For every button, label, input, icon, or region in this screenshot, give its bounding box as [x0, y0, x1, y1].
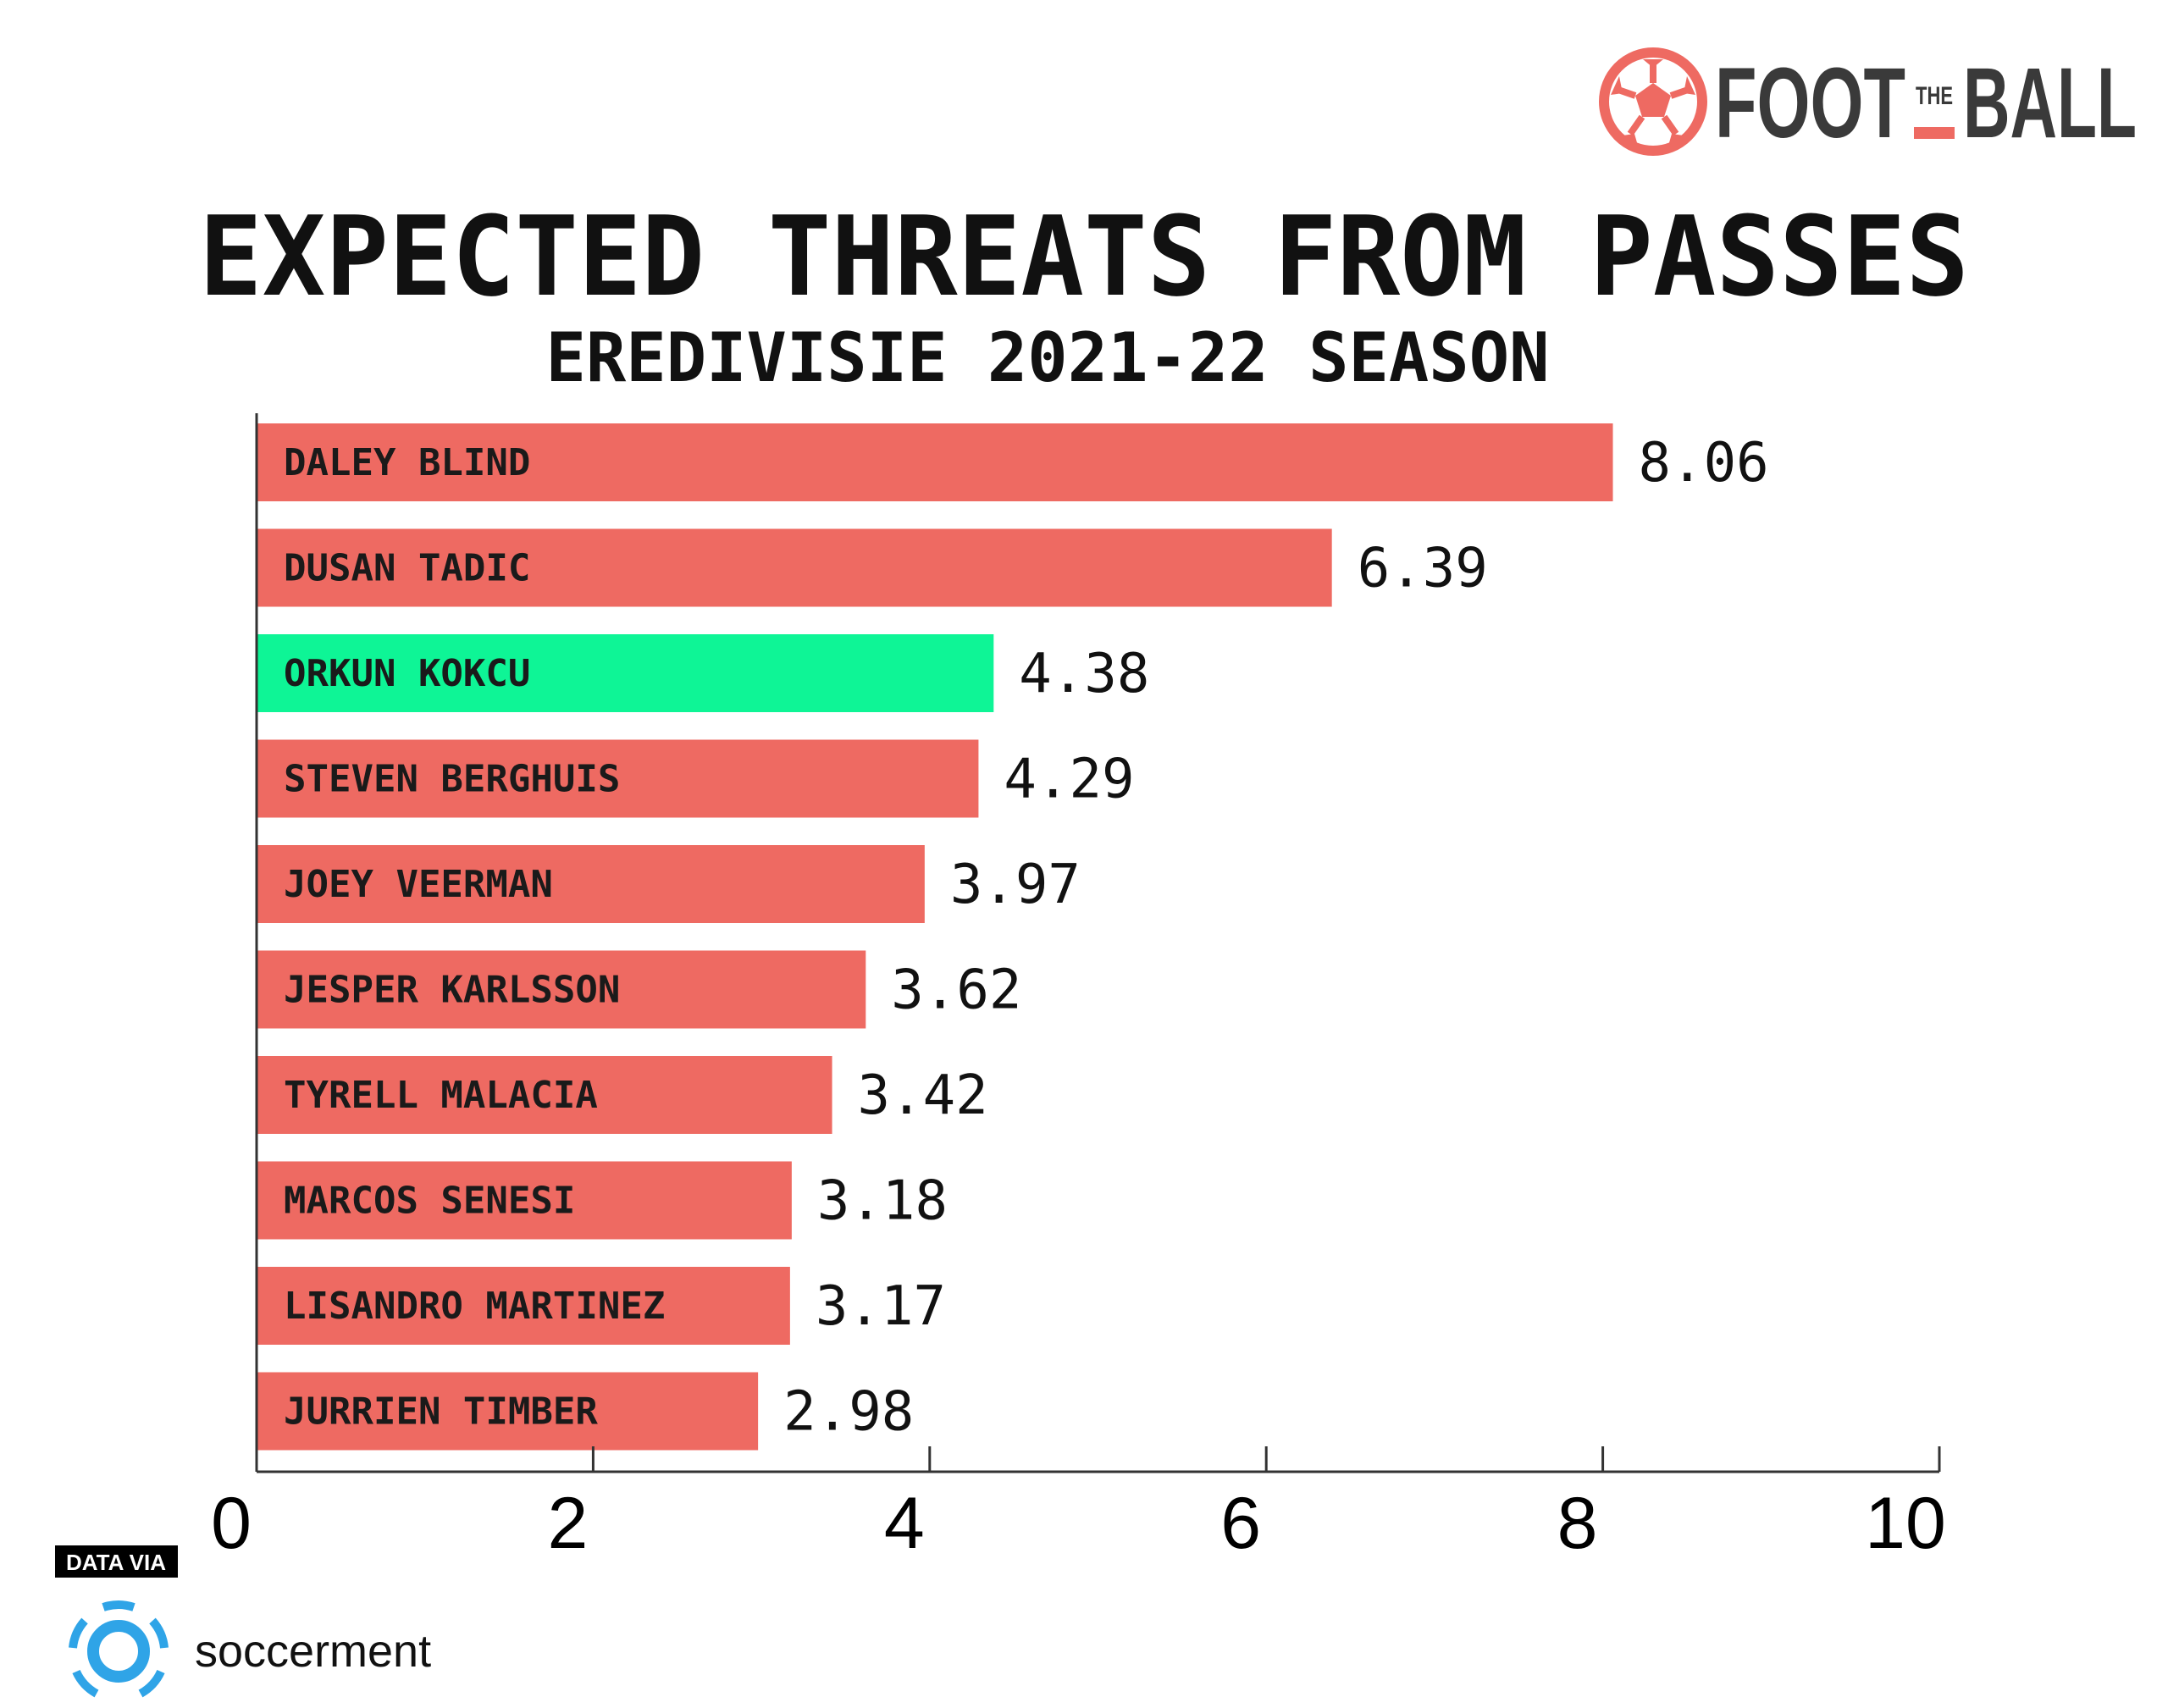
value-label-steven-berghuis: 4.29	[1004, 749, 1134, 811]
value-label-daley-blind: 8.06	[1639, 432, 1769, 495]
chart-title: EXPECTED THREATS FROM PASSES	[199, 192, 1969, 321]
brand-the-block: THE	[1914, 59, 1955, 139]
soccerment-logo-icon	[69, 1600, 169, 1698]
bar-jesper-karlsson	[257, 950, 866, 1029]
bars-group: DALEY BLIND 8.06 DUSAN TADIC 6.39 ORKUN KOKC…	[257, 423, 1769, 1451]
x-tick-label-2: 2	[547, 1483, 588, 1564]
bar-label-joey-veerman: JOEY VEERMAN	[284, 863, 553, 906]
axes-group: 0 2 4 6 8 10	[211, 413, 1946, 1564]
bar-label-jesper-karlsson: JESPER KARLSSON	[284, 969, 620, 1012]
x-tick-label-10: 10	[1865, 1483, 1946, 1564]
data-source: DATA VIA soccerment	[55, 1545, 431, 1698]
value-label-dusan-tadic: 6.39	[1358, 538, 1488, 600]
x-tick-label-8: 8	[1557, 1483, 1598, 1564]
value-label-marcos-senesi: 3.18	[817, 1170, 948, 1233]
bar-label-lisandro-martinez: LISANDRO MARTINEZ	[284, 1285, 665, 1328]
bar-label-jurrien-timber: JURRIEN TIMBER	[284, 1390, 598, 1434]
bar-joey-veerman	[257, 845, 925, 923]
football-icon	[1599, 47, 1707, 156]
bar-dusan-tadic	[257, 528, 1332, 607]
brand-logo: FOOT THE BALL	[1599, 47, 2137, 159]
bar-orkun-kokcu	[257, 634, 994, 712]
value-label-lisandro-martinez: 3.17	[816, 1275, 946, 1338]
chart-subtitle: EREDIVISIE 2021-22 SEASON	[546, 318, 1550, 397]
x-tick-label-6: 6	[1220, 1483, 1261, 1564]
brand-the-underline	[1914, 127, 1955, 139]
bar-daley-blind	[257, 423, 1613, 501]
value-label-jesper-karlsson: 3.62	[891, 959, 1021, 1022]
bar-label-dusan-tadic: DUSAN TADIC	[284, 547, 530, 590]
bar-lisandro-martinez	[257, 1267, 790, 1345]
bar-label-steven-berghuis: STEVEN BERGHUIS	[284, 758, 620, 801]
soccerment-name: soccerment	[195, 1626, 431, 1677]
brand-the: THE	[1916, 82, 1953, 110]
bar-jurrien-timber	[257, 1372, 759, 1451]
x-tick-label-0: 0	[211, 1483, 252, 1564]
brand-ball: BALL	[1963, 47, 2137, 159]
data-via-text: DATA VIA	[66, 1550, 166, 1575]
bar-marcos-senesi	[257, 1161, 792, 1240]
value-label-joey-veerman: 3.97	[950, 854, 1081, 916]
bar-tyrell-malacia	[257, 1056, 832, 1134]
value-label-jurrien-timber: 2.98	[783, 1381, 914, 1444]
brand-foot: FOOT	[1715, 47, 1905, 159]
bar-label-orkun-kokcu: ORKUN KOKCU	[284, 652, 530, 695]
data-via-badge	[55, 1545, 178, 1578]
bar-steven-berghuis	[257, 739, 979, 818]
x-tick-label-4: 4	[884, 1483, 925, 1564]
value-label-tyrell-malacia: 3.42	[858, 1064, 988, 1127]
bar-label-daley-blind: DALEY BLIND	[284, 441, 530, 484]
bar-label-marcos-senesi: MARCOS SENESI	[284, 1180, 575, 1223]
bar-label-tyrell-malacia: TYRELL MALACIA	[284, 1074, 598, 1117]
value-label-orkun-kokcu: 4.38	[1019, 643, 1149, 705]
